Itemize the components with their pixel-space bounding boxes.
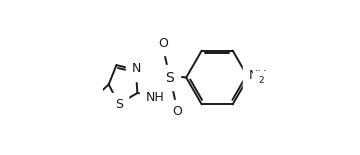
Text: S: S (115, 98, 123, 111)
Text: NH: NH (249, 69, 268, 82)
Text: S: S (166, 71, 174, 84)
Text: NH: NH (146, 91, 165, 104)
Text: N: N (132, 62, 141, 75)
Text: 2: 2 (258, 76, 264, 85)
Text: O: O (158, 37, 168, 50)
Text: O: O (172, 105, 182, 118)
